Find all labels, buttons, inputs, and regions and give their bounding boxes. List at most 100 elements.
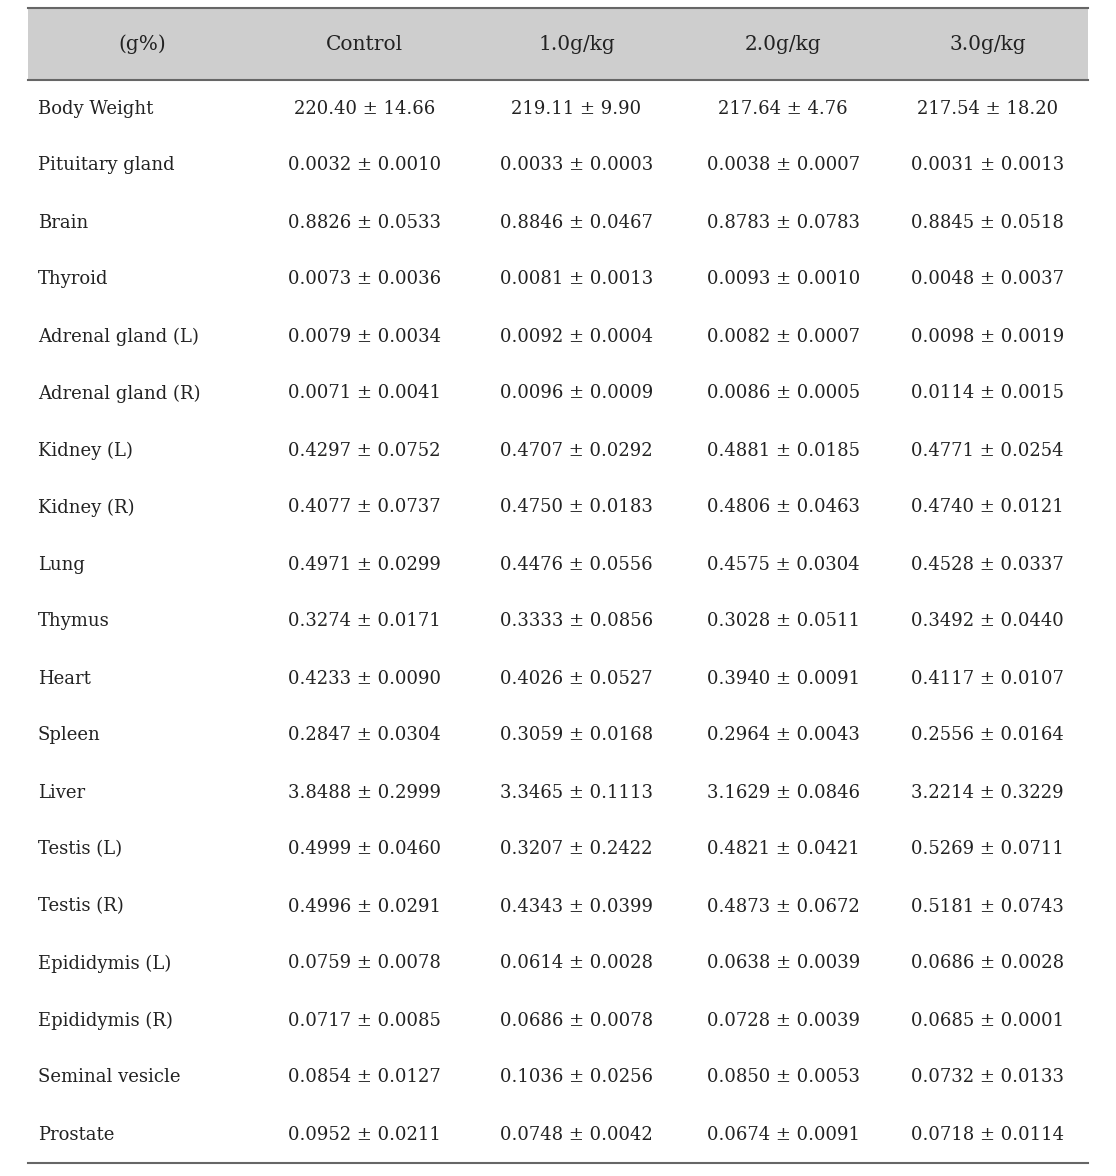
Text: 0.0854 ± 0.0127: 0.0854 ± 0.0127 <box>288 1069 441 1087</box>
Text: 0.3274 ± 0.0171: 0.3274 ± 0.0171 <box>288 613 441 630</box>
Text: 3.8488 ± 0.2999: 3.8488 ± 0.2999 <box>288 783 441 802</box>
Text: 0.4297 ± 0.0752: 0.4297 ± 0.0752 <box>288 441 441 460</box>
Text: 0.4575 ± 0.0304: 0.4575 ± 0.0304 <box>706 555 859 574</box>
Text: 0.4881 ± 0.0185: 0.4881 ± 0.0185 <box>706 441 859 460</box>
Text: Body Weight: Body Weight <box>38 100 153 118</box>
Text: 0.0096 ± 0.0009: 0.0096 ± 0.0009 <box>500 385 653 402</box>
Text: 0.4026 ± 0.0527: 0.4026 ± 0.0527 <box>500 669 653 688</box>
Text: 0.3059 ± 0.0168: 0.3059 ± 0.0168 <box>500 727 653 744</box>
Text: 0.0032 ± 0.0010: 0.0032 ± 0.0010 <box>288 156 441 174</box>
Text: 0.0748 ± 0.0042: 0.0748 ± 0.0042 <box>500 1125 653 1143</box>
Text: 0.0759 ± 0.0078: 0.0759 ± 0.0078 <box>288 955 441 973</box>
Text: 0.4476 ± 0.0556: 0.4476 ± 0.0556 <box>500 555 653 574</box>
Text: Spleen: Spleen <box>38 727 100 744</box>
Text: Lung: Lung <box>38 555 85 574</box>
Text: 0.0081 ± 0.0013: 0.0081 ± 0.0013 <box>500 270 653 288</box>
Text: 0.0850 ± 0.0053: 0.0850 ± 0.0053 <box>706 1069 859 1087</box>
Text: 217.54 ± 18.20: 217.54 ± 18.20 <box>917 100 1058 118</box>
Text: 0.4233 ± 0.0090: 0.4233 ± 0.0090 <box>288 669 441 688</box>
Text: 0.0086 ± 0.0005: 0.0086 ± 0.0005 <box>706 385 859 402</box>
Text: 0.8845 ± 0.0518: 0.8845 ± 0.0518 <box>911 214 1064 232</box>
Text: 0.8826 ± 0.0533: 0.8826 ± 0.0533 <box>288 214 441 232</box>
Text: 0.0092 ± 0.0004: 0.0092 ± 0.0004 <box>500 327 653 346</box>
Text: 0.4771 ± 0.0254: 0.4771 ± 0.0254 <box>911 441 1064 460</box>
Text: 219.11 ± 9.90: 219.11 ± 9.90 <box>511 100 642 118</box>
Text: 0.2964 ± 0.0043: 0.2964 ± 0.0043 <box>706 727 859 744</box>
Text: 0.4117 ± 0.0107: 0.4117 ± 0.0107 <box>911 669 1064 688</box>
Text: Liver: Liver <box>38 783 85 802</box>
Text: Thyroid: Thyroid <box>38 270 108 288</box>
Text: Prostate: Prostate <box>38 1125 114 1143</box>
Text: 0.0718 ± 0.0114: 0.0718 ± 0.0114 <box>911 1125 1064 1143</box>
Text: 0.8846 ± 0.0467: 0.8846 ± 0.0467 <box>500 214 653 232</box>
Text: 220.40 ± 14.66: 220.40 ± 14.66 <box>294 100 435 118</box>
Text: 0.4996 ± 0.0291: 0.4996 ± 0.0291 <box>288 897 441 915</box>
Text: 0.4343 ± 0.0399: 0.4343 ± 0.0399 <box>500 897 653 915</box>
Text: 0.0732 ± 0.0133: 0.0732 ± 0.0133 <box>911 1069 1064 1087</box>
Text: Testis (L): Testis (L) <box>38 841 122 858</box>
Text: 0.0686 ± 0.0078: 0.0686 ± 0.0078 <box>500 1011 653 1029</box>
Text: 0.0033 ± 0.0003: 0.0033 ± 0.0003 <box>500 156 653 174</box>
Text: 0.4750 ± 0.0183: 0.4750 ± 0.0183 <box>500 499 653 516</box>
Text: 0.0674 ± 0.0091: 0.0674 ± 0.0091 <box>706 1125 859 1143</box>
Text: 0.4740 ± 0.0121: 0.4740 ± 0.0121 <box>911 499 1064 516</box>
Text: 0.0728 ± 0.0039: 0.0728 ± 0.0039 <box>706 1011 859 1029</box>
Text: 3.0g/kg: 3.0g/kg <box>949 34 1026 53</box>
Bar <box>28 8 1088 80</box>
Text: 0.1036 ± 0.0256: 0.1036 ± 0.0256 <box>500 1069 653 1087</box>
Text: 0.0031 ± 0.0013: 0.0031 ± 0.0013 <box>911 156 1064 174</box>
Text: 3.3465 ± 0.1113: 3.3465 ± 0.1113 <box>500 783 653 802</box>
Text: 0.3028 ± 0.0511: 0.3028 ± 0.0511 <box>706 613 859 630</box>
Text: 2.0g/kg: 2.0g/kg <box>745 34 821 53</box>
Text: 0.3492 ± 0.0440: 0.3492 ± 0.0440 <box>911 613 1064 630</box>
Text: 0.8783 ± 0.0783: 0.8783 ± 0.0783 <box>706 214 859 232</box>
Text: 0.3940 ± 0.0091: 0.3940 ± 0.0091 <box>706 669 859 688</box>
Text: 0.2556 ± 0.0164: 0.2556 ± 0.0164 <box>911 727 1064 744</box>
Text: 0.0093 ± 0.0010: 0.0093 ± 0.0010 <box>706 270 860 288</box>
Text: Thymus: Thymus <box>38 613 109 630</box>
Text: 0.4806 ± 0.0463: 0.4806 ± 0.0463 <box>706 499 859 516</box>
Text: 0.0717 ± 0.0085: 0.0717 ± 0.0085 <box>288 1011 441 1029</box>
Text: Adrenal gland (R): Adrenal gland (R) <box>38 385 201 402</box>
Text: 0.3207 ± 0.2422: 0.3207 ± 0.2422 <box>500 841 653 858</box>
Text: Seminal vesicle: Seminal vesicle <box>38 1069 181 1087</box>
Text: (g%): (g%) <box>118 34 166 54</box>
Text: 0.5269 ± 0.0711: 0.5269 ± 0.0711 <box>911 841 1064 858</box>
Text: Heart: Heart <box>38 669 90 688</box>
Text: 0.4707 ± 0.0292: 0.4707 ± 0.0292 <box>500 441 653 460</box>
Text: 0.4077 ± 0.0737: 0.4077 ± 0.0737 <box>288 499 441 516</box>
Text: 0.5181 ± 0.0743: 0.5181 ± 0.0743 <box>911 897 1064 915</box>
Text: 0.0638 ± 0.0039: 0.0638 ± 0.0039 <box>706 955 860 973</box>
Text: Kidney (R): Kidney (R) <box>38 499 134 516</box>
Text: Adrenal gland (L): Adrenal gland (L) <box>38 327 199 346</box>
Text: 0.0114 ± 0.0015: 0.0114 ± 0.0015 <box>911 385 1064 402</box>
Text: 0.4999 ± 0.0460: 0.4999 ± 0.0460 <box>288 841 441 858</box>
Text: Pituitary gland: Pituitary gland <box>38 156 174 174</box>
Text: 0.4971 ± 0.0299: 0.4971 ± 0.0299 <box>288 555 441 574</box>
Text: 0.0952 ± 0.0211: 0.0952 ± 0.0211 <box>288 1125 441 1143</box>
Text: 3.2214 ± 0.3229: 3.2214 ± 0.3229 <box>911 783 1064 802</box>
Text: Brain: Brain <box>38 214 88 232</box>
Text: Epididymis (L): Epididymis (L) <box>38 955 171 973</box>
Text: 217.64 ± 4.76: 217.64 ± 4.76 <box>719 100 848 118</box>
Text: 0.0686 ± 0.0028: 0.0686 ± 0.0028 <box>911 955 1064 973</box>
Text: Testis (R): Testis (R) <box>38 897 124 915</box>
Text: 0.4528 ± 0.0337: 0.4528 ± 0.0337 <box>911 555 1064 574</box>
Text: 0.0079 ± 0.0034: 0.0079 ± 0.0034 <box>288 327 441 346</box>
Text: 0.3333 ± 0.0856: 0.3333 ± 0.0856 <box>500 613 653 630</box>
Text: Kidney (L): Kidney (L) <box>38 441 133 460</box>
Text: 0.4873 ± 0.0672: 0.4873 ± 0.0672 <box>706 897 859 915</box>
Text: 0.4821 ± 0.0421: 0.4821 ± 0.0421 <box>706 841 859 858</box>
Text: 0.0685 ± 0.0001: 0.0685 ± 0.0001 <box>911 1011 1064 1029</box>
Text: 0.0038 ± 0.0007: 0.0038 ± 0.0007 <box>706 156 859 174</box>
Text: 0.2847 ± 0.0304: 0.2847 ± 0.0304 <box>288 727 441 744</box>
Text: 0.0082 ± 0.0007: 0.0082 ± 0.0007 <box>706 327 859 346</box>
Text: 1.0g/kg: 1.0g/kg <box>538 34 615 53</box>
Text: 0.0614 ± 0.0028: 0.0614 ± 0.0028 <box>500 955 653 973</box>
Text: 0.0073 ± 0.0036: 0.0073 ± 0.0036 <box>288 270 441 288</box>
Text: 0.0071 ± 0.0041: 0.0071 ± 0.0041 <box>288 385 441 402</box>
Text: 0.0048 ± 0.0037: 0.0048 ± 0.0037 <box>911 270 1064 288</box>
Text: Control: Control <box>326 34 403 53</box>
Text: 0.0098 ± 0.0019: 0.0098 ± 0.0019 <box>911 327 1064 346</box>
Text: Epididymis (R): Epididymis (R) <box>38 1011 173 1030</box>
